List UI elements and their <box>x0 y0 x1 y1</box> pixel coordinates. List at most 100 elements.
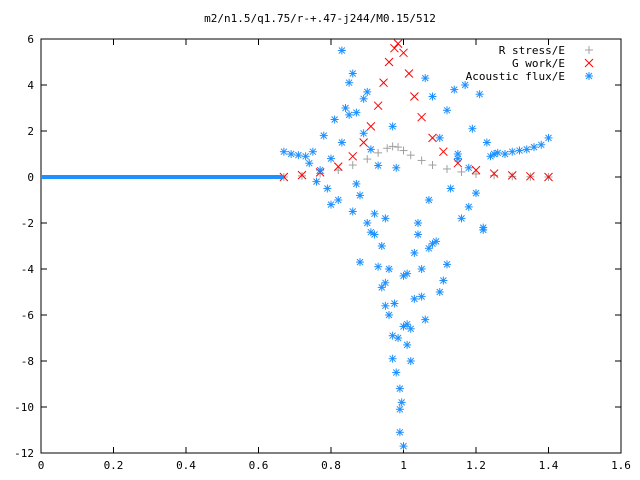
data-point <box>472 189 480 198</box>
data-point <box>279 147 288 156</box>
data-point <box>359 129 368 138</box>
data-point <box>392 163 401 172</box>
data-point <box>330 115 339 124</box>
data-point <box>388 122 397 131</box>
data-point <box>399 48 408 58</box>
data-point <box>421 315 430 324</box>
data-point <box>363 219 372 227</box>
data-point <box>359 138 368 147</box>
x-tick-label: 1.6 <box>611 459 631 472</box>
data-point <box>479 223 488 232</box>
data-point <box>417 112 426 122</box>
series-layer <box>41 39 553 451</box>
data-point <box>439 276 448 285</box>
data-point <box>410 294 419 303</box>
legend-label: R stress/E <box>499 44 565 57</box>
series-2 <box>41 46 553 451</box>
data-point <box>390 299 399 308</box>
data-point <box>374 148 383 157</box>
legend-label: Acoustic flux/E <box>466 70 565 83</box>
data-point <box>301 152 310 161</box>
data-point <box>374 262 383 271</box>
data-point <box>384 57 394 67</box>
y-tick-label: 2 <box>27 125 34 138</box>
data-point <box>424 244 433 253</box>
data-point <box>352 108 361 117</box>
data-point <box>345 110 354 119</box>
data-point <box>341 104 350 112</box>
data-point <box>468 124 477 133</box>
x-tick-label: 0 <box>38 459 45 472</box>
data-point <box>374 161 383 170</box>
data-point <box>316 166 325 175</box>
x-tick-label: 0.6 <box>249 459 269 472</box>
data-point <box>522 145 531 154</box>
data-point <box>345 78 354 87</box>
data-point <box>461 81 470 89</box>
plot-frame <box>40 38 622 454</box>
data-point <box>530 143 538 152</box>
x-tick-label: 1.4 <box>539 459 559 472</box>
data-point <box>337 46 346 55</box>
data-point <box>356 191 364 200</box>
data-point <box>414 230 422 239</box>
chart-title: m2/n1.5/q1.75/r-+.47-j244/M0.15/512 <box>204 12 436 25</box>
data-point <box>366 122 376 131</box>
data-point <box>366 145 375 154</box>
data-point <box>337 138 346 147</box>
data-point <box>417 292 426 301</box>
data-point <box>397 398 406 407</box>
data-point <box>515 146 524 155</box>
data-point <box>319 131 328 140</box>
data-point <box>508 147 517 156</box>
y-tick-label: -10 <box>14 401 34 414</box>
data-point <box>333 162 343 172</box>
data-point <box>334 166 343 175</box>
data-point <box>508 172 517 181</box>
data-point <box>363 87 372 96</box>
data-point <box>443 106 451 115</box>
x-tick-label: 0.2 <box>104 459 124 472</box>
data-point <box>373 101 383 111</box>
data-point <box>428 161 437 170</box>
data-point <box>312 177 321 186</box>
data-point <box>348 161 357 170</box>
data-point <box>424 196 433 204</box>
x-tick-label: 1 <box>400 459 407 472</box>
x-tick-label: 1.2 <box>466 459 486 472</box>
data-point <box>385 265 393 273</box>
data-point <box>526 171 535 181</box>
data-point <box>348 151 358 161</box>
data-point <box>544 172 553 182</box>
data-point <box>489 169 499 178</box>
data-point <box>443 164 451 173</box>
data-point <box>471 165 481 175</box>
data-point <box>294 151 303 160</box>
y-tick-label: -12 <box>14 447 34 460</box>
data-point <box>381 278 390 287</box>
data-point <box>439 147 448 157</box>
data-point <box>406 357 415 365</box>
data-point <box>327 200 335 209</box>
data-point <box>406 151 415 160</box>
data-point <box>403 340 412 349</box>
data-point <box>305 159 314 168</box>
data-point <box>395 428 404 437</box>
data-point <box>377 242 386 250</box>
y-tick-label: 0 <box>27 171 34 184</box>
data-point <box>443 260 451 269</box>
data-point <box>379 78 388 88</box>
data-point <box>493 148 502 157</box>
axes: 0 0.2 0.4 0.6 0.8 1 1.2 1.4 1.6 6 4 2 0 -2 -4 -6 -8 -10 -1… <box>14 33 631 472</box>
data-point <box>435 288 444 296</box>
data-point <box>388 331 397 340</box>
data-point <box>435 133 444 142</box>
y-tick-label: -8 <box>21 355 34 368</box>
data-point <box>404 69 414 78</box>
data-point <box>359 94 368 103</box>
data-point <box>537 140 546 149</box>
legend-label: G work/E <box>512 57 565 70</box>
data-point <box>421 74 430 83</box>
